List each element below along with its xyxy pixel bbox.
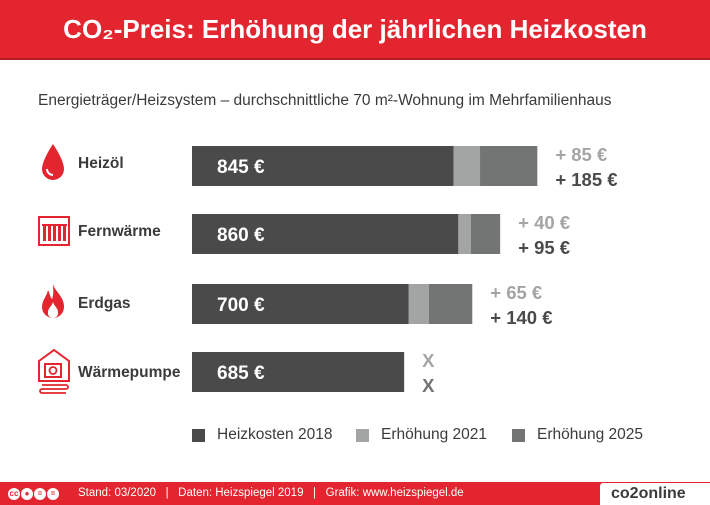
data-label-2025-erdgas: + 140 € xyxy=(490,307,552,328)
bar-base-heizl xyxy=(192,146,454,186)
radiator-icon xyxy=(38,216,70,246)
legend-label-2025: Erhöhung 2025 xyxy=(537,426,644,443)
equal-icon: = xyxy=(47,488,59,500)
data-label-2021-fernwrme: + 40 € xyxy=(518,212,570,233)
bar-base-erdgas xyxy=(192,284,409,324)
bar-inc2025-erdgas xyxy=(428,284,473,324)
legend-swatch-2021 xyxy=(356,428,369,442)
legend-label-2018: Heizkosten 2018 xyxy=(217,426,333,443)
data-label-2021-heizl: + 85 € xyxy=(555,144,607,165)
legend-swatch-2025 xyxy=(512,428,525,442)
by-icon: ● xyxy=(21,488,33,500)
bar-base-fernwrme xyxy=(192,214,459,254)
legend-item-2018: Heizkosten 2018 xyxy=(192,425,332,445)
data-label-2021-wrmepumpe: X xyxy=(422,350,435,371)
page-title: CO₂-Preis: Erhöhung der jährlichen Heizk… xyxy=(63,14,647,44)
legend-item-2025: Erhöhung 2025 xyxy=(512,425,643,445)
bar-inc2021-heizl xyxy=(453,146,481,186)
license-icons: cc ● = = xyxy=(8,488,59,500)
category-label-fernwaerme: Fernwärme xyxy=(78,223,161,240)
co2online-logo: co2online xyxy=(611,485,686,502)
flame-icon xyxy=(42,284,64,319)
bar-inc2025-heizl xyxy=(480,146,538,186)
data-label-2025-heizl: + 185 € xyxy=(555,169,617,190)
chart-subtitle: Energieträger/Heizsystem – durchschnittl… xyxy=(38,92,612,109)
header-divider xyxy=(0,58,710,60)
logo-background xyxy=(600,483,710,505)
category-label-heizoel: Heizöl xyxy=(78,155,124,172)
data-label-base-wrmepumpe: 685 € xyxy=(217,363,265,384)
bar-inc2025-fernwrme xyxy=(470,214,501,254)
legend-swatch-2018 xyxy=(192,428,205,442)
bar-base-wrmepumpe xyxy=(192,352,405,392)
data-label-2021-erdgas: + 65 € xyxy=(490,282,542,303)
data-label-base-fernwrme: 860 € xyxy=(217,225,265,246)
header-bar xyxy=(0,0,710,58)
data-label-base-erdgas: 700 € xyxy=(217,295,265,316)
oil-drop-icon xyxy=(42,144,64,180)
footer-bar xyxy=(0,482,710,505)
bar-inc2021-erdgas xyxy=(408,284,429,324)
data-label-2025-fernwrme: + 95 € xyxy=(518,237,570,258)
data-label-2025-wrmepumpe: X xyxy=(422,375,435,396)
category-label-waermepumpe: Wärmepumpe xyxy=(78,364,181,381)
footer-credits: Stand: 03/2020 | Daten: Heizspiegel 2019… xyxy=(78,487,464,499)
data-label-base-heizl: 845 € xyxy=(217,157,265,178)
cc-icon: cc xyxy=(8,488,20,500)
nd-icon: = xyxy=(34,488,46,500)
heat-pump-icon xyxy=(38,348,70,394)
category-label-erdgas: Erdgas xyxy=(78,295,131,312)
legend-item-2021: Erhöhung 2021 xyxy=(356,425,487,445)
bar-inc2021-fernwrme xyxy=(458,214,471,254)
legend-label-2021: Erhöhung 2021 xyxy=(381,426,488,443)
